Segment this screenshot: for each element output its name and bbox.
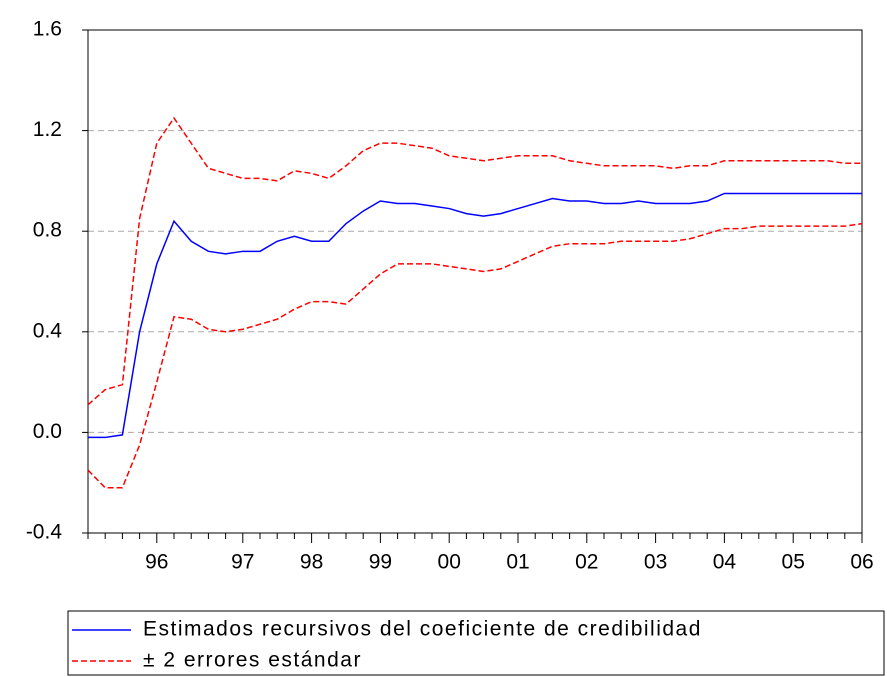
x-tick-label: 06	[850, 551, 873, 574]
legend-box	[67, 610, 885, 676]
x-tick-label: 04	[713, 551, 737, 574]
x-tick-label: 02	[575, 551, 598, 574]
x-tick-label: 05	[782, 551, 805, 574]
series-line	[87, 222, 863, 489]
x-tick-label: 96	[145, 551, 168, 574]
y-tick-label: 1.2	[33, 118, 62, 141]
x-tick-label: 98	[300, 551, 323, 574]
legend-label: Estimados recursivos del coeficiente de …	[143, 618, 702, 641]
x-tick-label: 99	[369, 551, 392, 574]
series-line	[88, 192, 862, 439]
legend-label: ± 2 errores estándar	[143, 649, 362, 672]
y-tick-label: 0.8	[33, 219, 62, 242]
plot-frame	[87, 29, 863, 534]
x-tick-label: 01	[506, 551, 529, 574]
y-tick-label: -0.4	[26, 521, 63, 544]
y-tick-label: 0.0	[33, 420, 62, 443]
series-line	[87, 116, 862, 406]
x-tick-label: 00	[438, 551, 461, 574]
y-tick-label: 1.6	[33, 18, 62, 41]
x-tick-label: 97	[231, 551, 254, 574]
y-tick-label: 0.4	[33, 319, 63, 342]
x-tick-label: 03	[644, 551, 667, 574]
